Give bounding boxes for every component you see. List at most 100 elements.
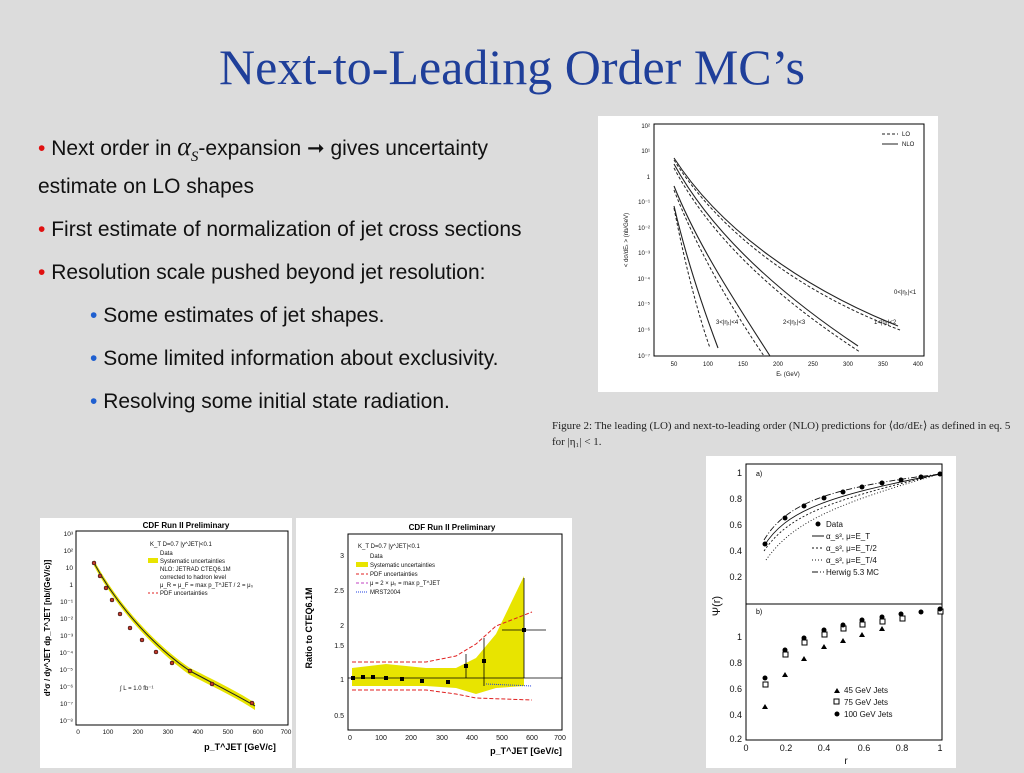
legend-entry: μ = 2 × μ₀ = max p_T^JET <box>370 581 440 587</box>
xtick-label: 700 <box>281 729 292 736</box>
legend-entry: 100 GeV Jets <box>844 710 892 719</box>
legend-entry: Systematic uncertainties <box>160 559 225 565</box>
ytick-label: 0.4 <box>729 546 742 556</box>
ytick-label: 10⁻³ <box>60 633 74 640</box>
ytick-label: 10⁻² <box>638 226 650 232</box>
sub-bullet-2-text: Some limited information about exclusivi… <box>103 347 499 371</box>
xtick-label: 400 <box>193 729 204 736</box>
curve-lo-eta-3-4 <box>673 207 711 349</box>
sub-bullet-1: • Some estimates of jet shapes. <box>90 301 538 331</box>
y-axis-label: d²σ / dy^JET dp_T^JET [nb/(GeV/c)] <box>43 559 52 696</box>
legend-title: K_T D=0.7 |y^JET|<0.1 <box>358 544 421 550</box>
ytick-label: 2.5 <box>334 588 344 595</box>
curve-herwig <box>763 473 941 541</box>
xtick-label: 400 <box>466 735 478 742</box>
curve-lo-eta-2-3 <box>673 189 765 357</box>
legend-entry: corrected to hadron level <box>160 575 226 581</box>
ytick-label: 1.5 <box>334 643 344 650</box>
legend-entry: 45 GeV Jets <box>844 686 888 695</box>
x-axis-label: p_T^JET [GeV/c] <box>490 746 562 756</box>
ytick-label: 10¹ <box>641 149 650 155</box>
panel-label-b: b) <box>756 609 762 616</box>
xtick-label: 600 <box>526 735 538 742</box>
x-axis-label: p_T^JET [GeV/c] <box>204 742 276 752</box>
figure-caption: Figure 2: The leading (LO) and next-to-l… <box>552 420 1011 448</box>
curve-eta-1-2 <box>673 163 859 347</box>
ytick-label: 0.6 <box>729 520 742 530</box>
et-spectra-plot: 10² 10¹ 1 10⁻¹ 10⁻² 10⁻³ 10⁻⁴ 10⁻⁵ 10⁻⁶ … <box>624 123 925 378</box>
xtick-label: 50 <box>671 362 678 368</box>
ytick-label: 1 <box>69 582 73 589</box>
x-axis-label: r <box>844 756 848 767</box>
curve-eta-2-3 <box>673 185 771 357</box>
xtick-label: 0.8 <box>896 743 909 753</box>
pdf-upper <box>352 611 533 663</box>
ytick-label: 0.8 <box>729 494 742 504</box>
xtick-label: 100 <box>375 735 387 742</box>
systematic-band <box>352 576 524 694</box>
ytick-label: 0.6 <box>729 684 742 694</box>
bullet-marker: • <box>38 137 46 160</box>
xtick-label: 600 <box>253 729 264 736</box>
data-points-a <box>762 471 943 547</box>
ytick-label: 10⁻⁵ <box>638 301 651 308</box>
xtick-label: 1 <box>937 743 942 753</box>
curve-eta-0-1 <box>673 157 899 327</box>
legend-entry: Systematic uncertainties <box>370 563 435 569</box>
bullet-1-post2: gives uncertainty estimate on LO shapes <box>38 137 489 199</box>
xtick-label: 300 <box>163 729 174 736</box>
bullet-marker: • <box>90 347 98 371</box>
xtick-label: 300 <box>436 735 448 742</box>
ytick-label: 0.4 <box>729 710 742 720</box>
ratio-plot: CDF Run II Preliminary 3 2.5 2 1.5 1 0.5… <box>304 523 566 756</box>
bullet-list: • Next order in αS-expansion ➞ gives unc… <box>38 132 538 430</box>
legend-entry: α_s³, μ=E_T <box>826 532 870 541</box>
ytick-label: 0.2 <box>729 734 742 744</box>
legend-entry: NLO: JETRAD CTEQ6.1M <box>160 567 231 573</box>
bullet-marker: • <box>38 261 46 285</box>
ytick-label: 10 <box>66 565 74 572</box>
mrst-line <box>485 683 533 687</box>
ytick-label: 0.5 <box>334 713 344 720</box>
legend-entry: Herwig 5.3 MC <box>826 568 879 577</box>
ytick-label: 0.2 <box>729 572 742 582</box>
ytick-label: 10⁻⁷ <box>60 701 74 708</box>
xtick-label: 150 <box>738 362 749 368</box>
slide-title: Next-to-Leading Order MC’s <box>219 39 805 95</box>
curve-mu-et-4 <box>765 473 941 561</box>
ytick-label: 3 <box>340 553 344 560</box>
ytick-label: 2 <box>340 623 344 630</box>
data-points <box>91 560 255 706</box>
xtick-label: 0 <box>743 743 748 753</box>
cross-section-plot: CDF Run II Preliminary 10³ 10² 10 1 10⁻¹… <box>43 521 292 752</box>
legend-entry: α_s³, μ=E_T/2 <box>826 544 877 553</box>
xtick-label: 200 <box>405 735 417 742</box>
y-axis-label: Ψ(r) <box>711 596 723 616</box>
ytick-label: 10² <box>641 124 650 130</box>
ytick-label: 10⁻³ <box>638 251 650 257</box>
bullet-1: • Next order in αS-expansion ➞ gives unc… <box>38 132 538 202</box>
xtick-label: 0 <box>76 729 80 736</box>
pdf-lower <box>352 689 533 701</box>
plot-header: CDF Run II Preliminary <box>143 521 230 530</box>
legend-entry: Data <box>160 551 173 557</box>
y-axis-label: < dσ/dEₜ > (nb/GeV) <box>624 213 630 267</box>
ytick-label: 10⁻⁴ <box>638 276 651 283</box>
xtick-label: 0.6 <box>858 743 871 753</box>
legend-entry: μ_R = μ_F = max p_T^JET / 2 = μ₀ <box>160 583 254 589</box>
legend-title: K_T D=0.7 |y^JET|<0.1 <box>150 542 213 548</box>
curve-eta-3-4 <box>673 205 719 349</box>
ytick-label: 1 <box>647 175 651 181</box>
legend-entry: Data <box>370 554 383 560</box>
sub-bullet-2: • Some limited information about exclusi… <box>90 344 538 374</box>
sub-bullet-3-text: Resolving some initial state radiation. <box>103 390 450 414</box>
bullet-marker: • <box>90 390 98 414</box>
ytick-label: 10⁻¹ <box>60 599 74 606</box>
ytick-label: 10⁻² <box>60 616 74 623</box>
ytick-label: 10² <box>64 548 74 555</box>
ytick-label: 10⁻⁶ <box>638 327 651 334</box>
bullet-marker: • <box>38 218 46 242</box>
ytick-label: 10⁻⁴ <box>60 650 74 657</box>
legend-entry: Data <box>826 520 843 529</box>
legend-entry: 75 GeV Jets <box>844 698 888 707</box>
